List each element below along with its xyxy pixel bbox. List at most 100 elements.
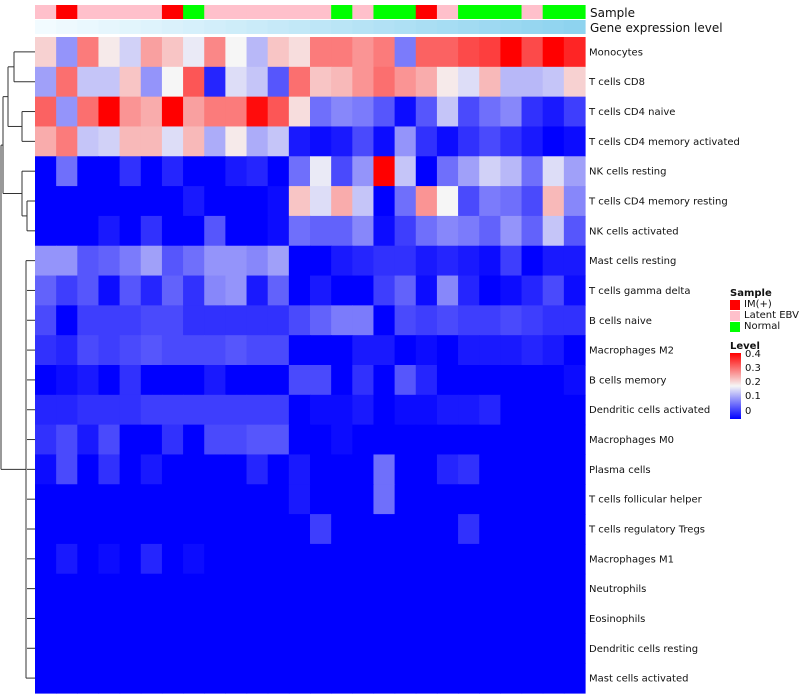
heatmap-cell (98, 245, 121, 277)
heatmap-cell (436, 394, 459, 426)
gene-expression-annotation-cell (458, 20, 480, 34)
heatmap-cell (373, 37, 396, 68)
heatmap-cell (246, 305, 269, 336)
heatmap-cell (458, 543, 480, 575)
heatmap-cell (267, 543, 290, 575)
level-tick-1: 0.3 (745, 363, 761, 374)
heatmap-cell (394, 186, 417, 217)
heatmap-cell (352, 66, 375, 98)
level-legend-title: Level (730, 341, 760, 352)
heatmap-cell (415, 603, 438, 634)
heatmap-cell (479, 603, 501, 634)
heatmap-cell (394, 305, 417, 336)
heatmap-cell (394, 573, 417, 605)
heatmap-cell (458, 215, 480, 247)
row-label: T cells CD8 (588, 77, 645, 88)
heatmap-cell (56, 66, 78, 98)
gene-expression-annotation-cell (267, 20, 290, 34)
heatmap-cell (119, 514, 142, 545)
heatmap-cell (98, 96, 121, 128)
heatmap-cell (331, 543, 353, 575)
heatmap-cell (267, 96, 290, 128)
heatmap-cell (352, 424, 375, 456)
heatmap-cell (331, 215, 353, 247)
heatmap-cell (204, 305, 226, 336)
heatmap-cell (119, 305, 142, 336)
heatmap-cell (267, 245, 290, 277)
heatmap-cell (204, 603, 226, 634)
heatmap-cell (310, 573, 332, 605)
heatmap-cell (521, 96, 544, 128)
heatmap-cell (542, 275, 565, 306)
heatmap-cell (479, 126, 501, 157)
sample-annotation-cell (225, 5, 248, 19)
heatmap-cell (183, 484, 205, 515)
heatmap-cell (310, 245, 332, 277)
heatmap-cell (436, 156, 459, 187)
heatmap-cell (140, 543, 163, 575)
heatmap-cell (204, 186, 226, 217)
heatmap-cell (458, 335, 480, 366)
heatmap-cell (140, 126, 163, 157)
heatmap-cell (394, 633, 417, 664)
heatmap-cell (98, 603, 121, 634)
sample-annotation-cell (310, 5, 332, 19)
heatmap-cell (563, 543, 586, 575)
heatmap-cell (542, 335, 565, 366)
sample-annotation-cell (521, 5, 544, 19)
heatmap-cell (225, 215, 248, 247)
heatmap-cell (563, 633, 586, 664)
heatmap-cell (500, 126, 523, 157)
heatmap-cell (331, 37, 353, 68)
heatmap-cell (310, 424, 332, 456)
heatmap-cell (183, 275, 205, 306)
heatmap-cell (394, 603, 417, 634)
heatmap-cell (331, 394, 353, 426)
heatmap-cell (563, 603, 586, 634)
heatmap-cell (415, 573, 438, 605)
heatmap-cell (373, 245, 396, 277)
heatmap-cell (35, 454, 57, 485)
heatmap-cell (542, 126, 565, 157)
heatmap-cell (352, 663, 375, 694)
sample-annotation-cell (119, 5, 142, 19)
gene-expression-annotation-cell (288, 20, 311, 34)
heatmap-cell (458, 603, 480, 634)
heatmap-cell (394, 215, 417, 247)
sample-annotation-cell (500, 5, 523, 19)
heatmap-cell (521, 603, 544, 634)
gene-expression-annotation-cell (352, 20, 375, 34)
sample-annotation-cell (373, 5, 396, 19)
heatmap-cell (331, 275, 353, 306)
heatmap-cell (458, 573, 480, 605)
heatmap-cell (310, 663, 332, 694)
heatmap-cell (563, 126, 586, 157)
heatmap-cell (161, 603, 184, 634)
heatmap-cell (436, 37, 459, 68)
heatmap-cell (56, 365, 78, 396)
heatmap-cell (246, 633, 269, 664)
heatmap-cell (373, 484, 396, 515)
heatmap-cell (246, 335, 269, 366)
heatmap-cell (542, 156, 565, 187)
heatmap-cell (140, 484, 163, 515)
heatmap-cell (183, 335, 205, 366)
heatmap-cell (352, 245, 375, 277)
heatmap-cell (204, 66, 226, 98)
heatmap-cell (458, 126, 480, 157)
heatmap-cell (183, 633, 205, 664)
sample-annotation-cell (267, 5, 290, 19)
heatmap-cell (458, 186, 480, 217)
heatmap-cell (161, 573, 184, 605)
heatmap-cell (35, 663, 57, 694)
heatmap-cell (458, 66, 480, 98)
heatmap-cell (140, 454, 163, 485)
heatmap-cell (436, 215, 459, 247)
heatmap-cell (56, 305, 78, 336)
heatmap-cell (35, 633, 57, 664)
heatmap-cell (521, 633, 544, 664)
heatmap-cell (563, 514, 586, 545)
heatmap-cell (542, 543, 565, 575)
heatmap-cell (373, 66, 396, 98)
heatmap-cell (246, 37, 269, 68)
